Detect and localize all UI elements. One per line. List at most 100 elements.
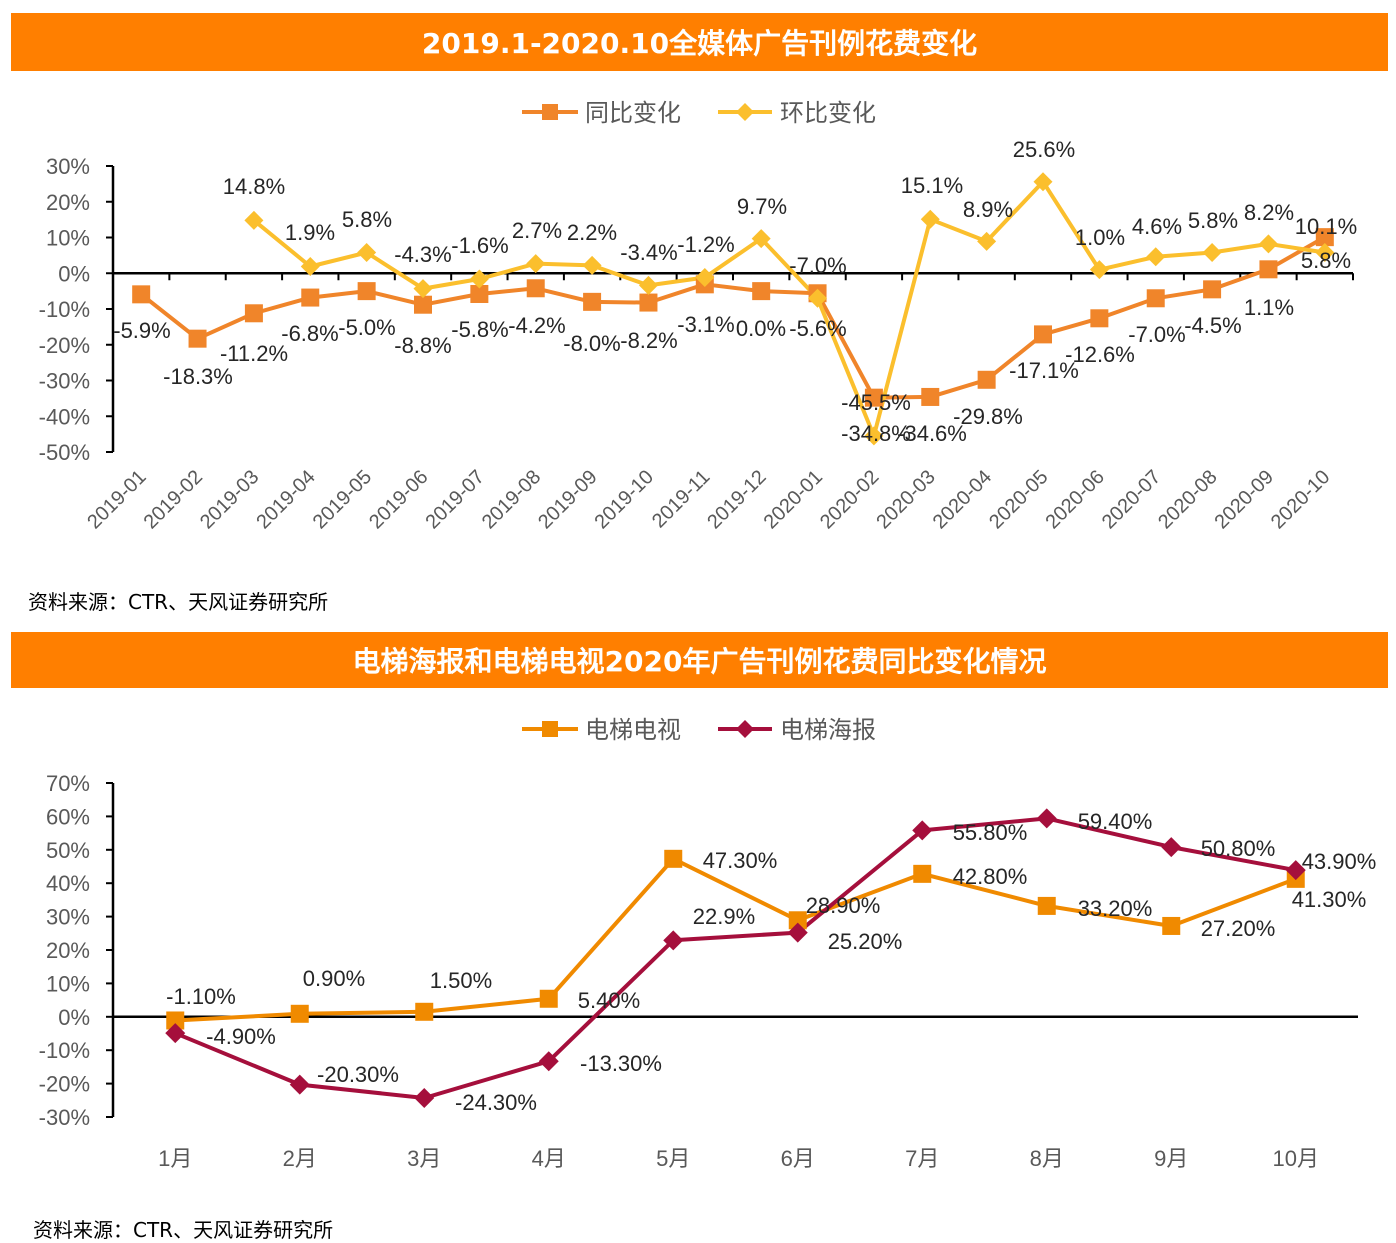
y-tick-label: -40% (39, 404, 90, 429)
series-0-square-marker (664, 849, 683, 868)
series-0-square-marker (415, 1002, 434, 1021)
chart1-source-note: 资料来源：CTR、天风证券研究所 (28, 590, 329, 614)
series-1-diamond-marker (413, 279, 433, 299)
series-1-data-label: 22.9% (693, 904, 755, 929)
x-tick-label: 2019-03 (196, 466, 263, 533)
series-1-diamond-marker (1202, 243, 1222, 263)
chart2-title: 电梯海报和电梯电视2020年广告刊例花费同比变化情况 (11, 632, 1388, 688)
series-line-0 (139, 235, 1326, 400)
x-tick-label: 2019-04 (252, 466, 319, 533)
series-1-data-label: 4.6% (1132, 214, 1182, 239)
series-0-square-marker (1203, 280, 1222, 299)
x-tick-label: 2020-08 (1154, 466, 1221, 533)
series-0-data-label: -5.9% (113, 318, 170, 343)
x-tick-label: 5月 (656, 1146, 690, 1171)
series-0-data-label: 27.20% (1201, 916, 1276, 941)
y-tick-label: -30% (39, 1105, 90, 1130)
diamond-marker-icon (736, 103, 754, 121)
series-0-data-label: -6.8% (281, 321, 338, 346)
x-tick-label: 2020-04 (929, 466, 996, 533)
series-0-square-marker (357, 282, 376, 301)
series-0-square-marker (470, 284, 489, 303)
x-tick-label: 2019-06 (365, 466, 432, 533)
y-tick-label: 0% (58, 1005, 90, 1030)
series-0-square-marker (1315, 228, 1334, 247)
series-1-data-label: 59.40% (1078, 809, 1153, 834)
x-tick-label: 2019-09 (534, 466, 601, 533)
series-1-diamond-marker (920, 209, 940, 229)
series-0-data-label: -34.6% (897, 421, 967, 446)
series-0-square-marker (1146, 289, 1165, 308)
series-1-data-label: 1.0% (1075, 225, 1125, 250)
series-1-data-label: 14.8% (223, 174, 285, 199)
x-tick-label: 2019-08 (478, 466, 545, 533)
series-0-square-marker (583, 292, 602, 311)
series-0-data-label: 1.1% (1244, 295, 1294, 320)
series-0-square-marker (913, 864, 932, 883)
series-1-diamond-marker (1315, 243, 1335, 263)
series-1-diamond-marker (1033, 172, 1053, 192)
x-tick-label: 7月 (905, 1146, 939, 1171)
series-0-square-marker (977, 370, 996, 389)
series-0-data-label: -8.2% (620, 328, 677, 353)
x-tick-label: 2020-05 (985, 466, 1052, 533)
series-1-diamond-marker (751, 229, 771, 249)
series-0-square-marker (639, 293, 658, 312)
series-0-data-label: -1.10% (166, 984, 236, 1009)
y-tick-label: 0% (58, 261, 90, 286)
y-tick-label: 20% (46, 190, 90, 215)
y-tick-label: 70% (46, 771, 90, 796)
x-tick-label: 2020-01 (760, 466, 827, 533)
x-tick-label: 2019-01 (83, 466, 150, 533)
series-1-data-label: -45.5% (841, 390, 911, 415)
y-tick-label: 10% (46, 226, 90, 251)
series-0-data-label: -5.6% (789, 316, 846, 341)
chart1-plot: 30%20%10%0%-10%-20%-30%-40%-50%2019-0120… (39, 137, 1358, 533)
series-line-1 (252, 179, 1326, 438)
series-0-square-marker (166, 1011, 185, 1030)
x-tick-label: 8月 (1030, 1146, 1064, 1171)
series-0-data-label: -7.0% (1128, 322, 1185, 347)
y-tick-label: -50% (39, 440, 90, 465)
series-0-square-marker (1034, 325, 1052, 344)
series-1-diamond-marker (977, 231, 997, 251)
y-tick-label: 50% (46, 838, 90, 863)
series-1-diamond-marker (538, 1051, 559, 1072)
series-0-square-marker (188, 329, 207, 348)
x-tick-label: 10月 (1273, 1146, 1319, 1171)
chart2-legend: 电梯电视 电梯海报 (522, 716, 876, 744)
x-tick-label: 2020-02 (816, 466, 883, 533)
x-tick-label: 6月 (781, 1146, 815, 1171)
series-0-square-marker (414, 295, 432, 314)
series-1-diamond-marker (244, 210, 264, 230)
series-0-data-label: -29.8% (953, 404, 1023, 429)
series-1-data-label: 8.9% (963, 197, 1013, 222)
series-1-diamond-marker (1036, 808, 1057, 829)
x-tick-label: 2019-02 (140, 466, 207, 533)
series-0-data-label: 47.30% (703, 848, 778, 873)
series-0-square-marker (1259, 260, 1278, 279)
series-1-data-label: 2.7% (512, 218, 562, 243)
series-1-data-label: -20.30% (317, 1062, 399, 1087)
series-1-diamond-marker (1258, 234, 1278, 254)
legend-item-elevator-poster: 电梯海报 (718, 716, 876, 744)
series-0-data-label: -34.8% (841, 421, 911, 446)
x-tick-label: 2020-09 (1211, 466, 1278, 533)
y-tick-label: 30% (46, 154, 90, 179)
series-1-data-label: -1.6% (451, 233, 508, 258)
series-0-data-label: -5.8% (451, 317, 508, 342)
x-tick-label: 2019-11 (648, 466, 714, 532)
series-1-data-label: 25.6% (1013, 137, 1075, 162)
chart2-source-note: 资料来源：CTR、天风证券研究所 (33, 1218, 334, 1242)
legend-label-elevator-poster: 电梯海报 (780, 716, 876, 744)
series-line-0 (175, 856, 1297, 1023)
series-1-data-label: 55.80% (953, 820, 1028, 845)
series-1-data-label: 5.8% (1301, 248, 1351, 273)
series-1-data-label: -4.3% (394, 242, 451, 267)
series-1-diamond-marker (469, 269, 489, 289)
y-tick-label: -20% (39, 1072, 90, 1097)
series-1-data-label: 5.8% (1188, 208, 1238, 233)
series-0-square-marker (301, 288, 320, 307)
series-1-data-label: 8.2% (1244, 200, 1294, 225)
series-1-data-label: -1.2% (677, 232, 734, 257)
